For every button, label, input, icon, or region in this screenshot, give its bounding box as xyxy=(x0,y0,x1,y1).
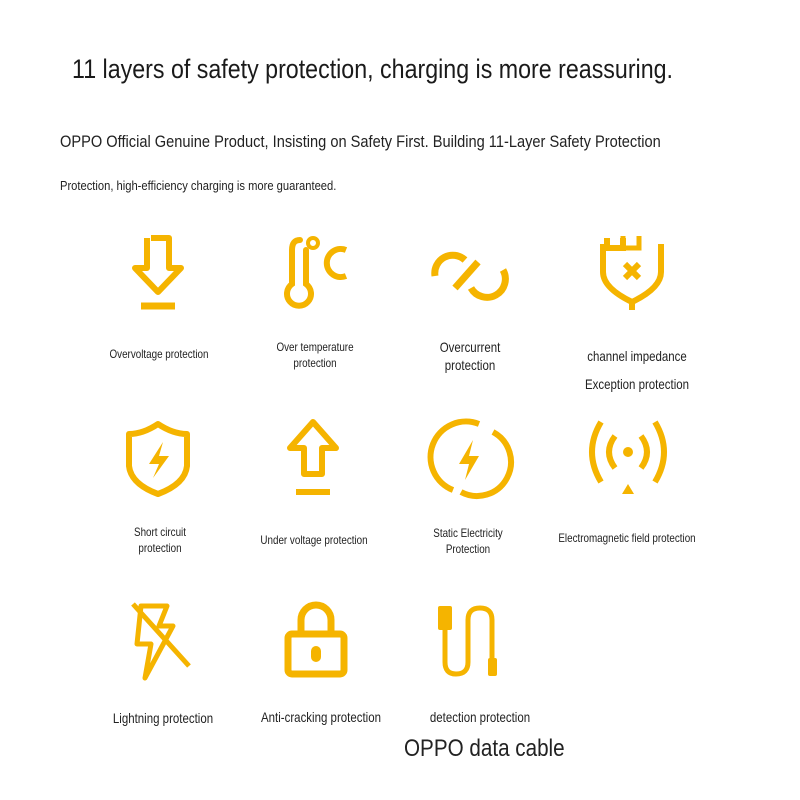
product-name: OPPO data cable xyxy=(404,735,565,762)
feature-label-detection: detection protection xyxy=(429,709,531,725)
current-break-icon xyxy=(431,251,509,301)
plug-x-icon xyxy=(600,236,664,310)
feature-label-channel-impedance: channel impedance Exception protection xyxy=(584,348,690,392)
subtitle-line-1: OPPO Official Genuine Product, Insisting… xyxy=(60,132,661,151)
usb-cable-icon xyxy=(438,605,497,677)
feature-label-overvoltage: Overvoltage protection xyxy=(109,347,209,361)
circle-bolt-icon xyxy=(427,418,514,499)
shield-bolt-icon xyxy=(126,421,190,497)
lightning-slash-icon xyxy=(131,602,191,681)
feature-label-anti-cracking: Anti-cracking protection xyxy=(261,709,381,725)
feature-label-over-temperature: Over temperature protection xyxy=(276,340,354,370)
signal-waves-icon xyxy=(589,420,667,494)
download-arrow-icon xyxy=(132,235,184,310)
feature-label-lightning: Lightning protection xyxy=(112,710,214,726)
subtitle-line-2: Protection, high-efficiency charging is … xyxy=(60,178,337,193)
feature-label-static-electricity: Static Electricity Protection xyxy=(433,526,503,556)
feature-label-electromagnetic: Electromagnetic field protection xyxy=(558,531,696,545)
page-title: 11 layers of safety protection, charging… xyxy=(72,54,674,84)
feature-label-under-voltage: Under voltage protection xyxy=(260,533,368,547)
padlock-icon xyxy=(284,601,348,678)
feature-label-overcurrent: Overcurrent protection xyxy=(439,339,501,373)
thermometer-celsius-icon xyxy=(284,236,348,309)
feature-label-short-circuit: Short circuit protection xyxy=(134,525,186,555)
upload-arrow-icon xyxy=(287,419,339,495)
